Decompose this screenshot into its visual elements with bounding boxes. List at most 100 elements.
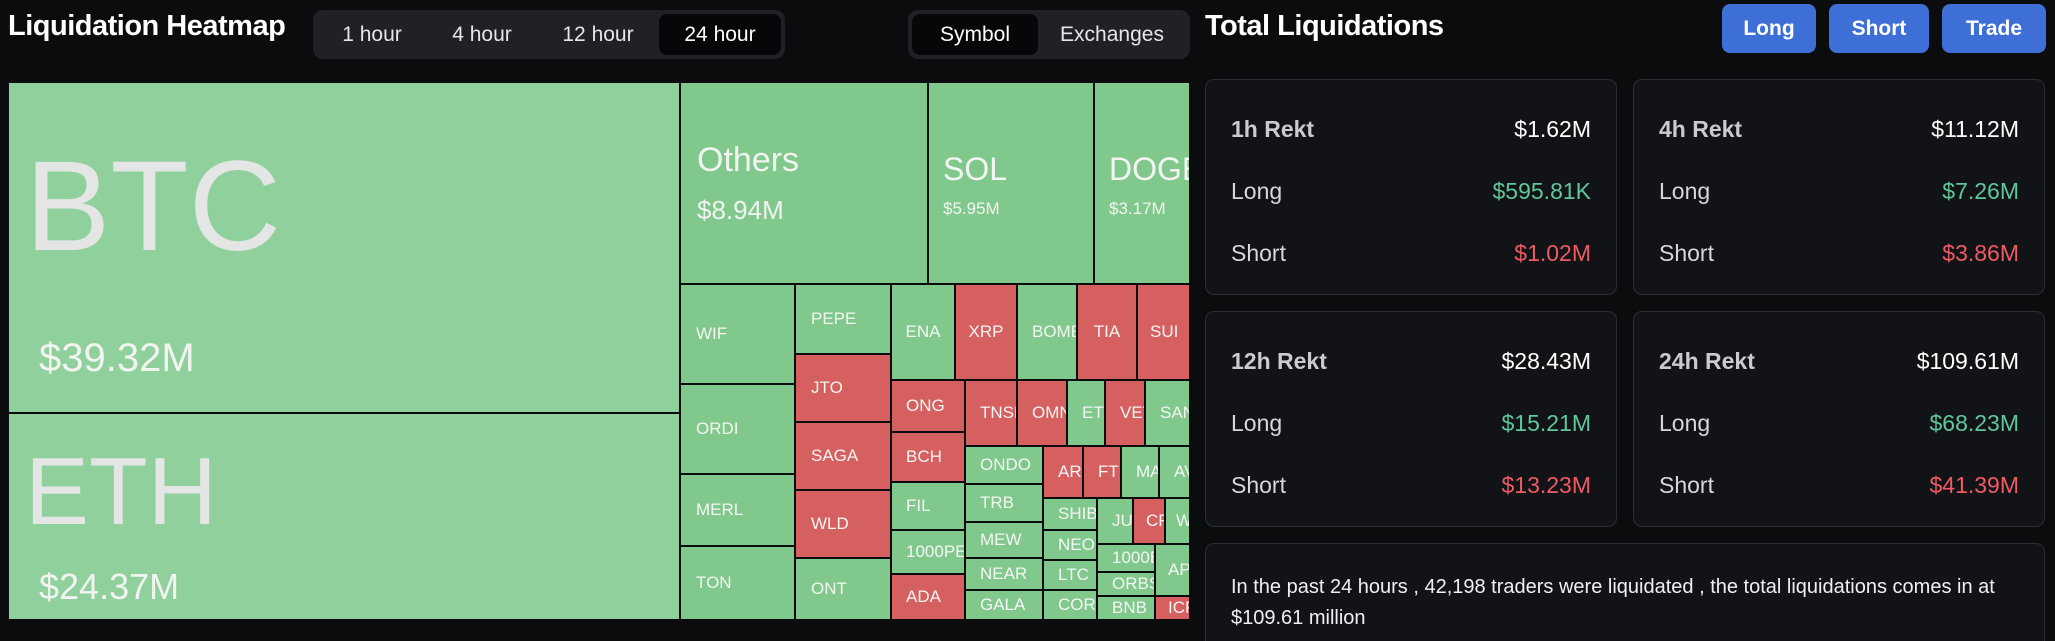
tile-etc[interactable]: ETC — [1068, 381, 1104, 445]
tile-ena[interactable]: ENA — [892, 285, 954, 379]
tile-arb[interactable]: ARB — [1044, 447, 1082, 497]
tile-doge[interactable]: DOGE $3.17M — [1095, 83, 1189, 283]
tile-shib[interactable]: SHIB — [1044, 499, 1096, 529]
long-label: Long — [1231, 410, 1283, 436]
long-value: $15.21M — [1501, 410, 1591, 436]
tile-btc[interactable]: BTC $39.32M — [9, 83, 679, 412]
tile-symbol: SOL — [943, 151, 1008, 187]
tile-bome[interactable]: BOME — [1018, 285, 1076, 379]
card-label: 4h Rekt — [1659, 116, 1743, 142]
tile-ordi[interactable]: ORDI — [681, 385, 794, 473]
tab-exchanges[interactable]: Exchanges — [1060, 23, 1164, 46]
liquidation-summary: In the past 24 hours , 42,198 traders we… — [1205, 543, 2045, 641]
short-label: Short — [1231, 472, 1286, 498]
heatmap-title: Liquidation Heatmap — [8, 10, 286, 42]
tile-tia[interactable]: TIA — [1078, 285, 1136, 379]
tile-icp[interactable]: ICP — [1156, 597, 1189, 619]
tile-orbs[interactable]: ORBS — [1098, 573, 1154, 595]
tile-omni[interactable]: OMNI — [1018, 381, 1066, 445]
long-value: $68.23M — [1929, 410, 2019, 436]
long-label: Long — [1231, 178, 1283, 204]
tile-avax[interactable]: AVAX — [1160, 447, 1189, 497]
tile-tnsr[interactable]: TNSR — [966, 381, 1016, 445]
tile-eth[interactable]: ETH $24.37M — [9, 414, 679, 619]
rekt-card-24h: 24h Rekt $109.61M Long $68.23M Short $41.39… — [1633, 311, 2045, 527]
short-button[interactable]: Short — [1829, 4, 1929, 53]
tile-sand[interactable]: SAND — [1146, 381, 1189, 445]
tile-symbol: BTC — [25, 135, 281, 278]
tile-symbol: Others — [697, 141, 800, 179]
tile-core[interactable]: CORE — [1044, 591, 1096, 619]
rekt-card-1h: 1h Rekt $1.62M Long $595.81K Short $1.02M — [1205, 79, 1617, 295]
card-total: $28.43M — [1501, 348, 1591, 374]
tile-apt[interactable]: APT — [1156, 545, 1189, 595]
tab-4-hour[interactable]: 4 hour — [452, 23, 512, 46]
tile-value: $8.94M — [697, 195, 784, 225]
tile-ftm[interactable]: FTM — [1084, 447, 1120, 497]
view-mode-selector: Symbol Exchanges — [908, 10, 1190, 59]
tile-ondo[interactable]: ONDO — [966, 447, 1042, 483]
rekt-card-12h: 12h Rekt $28.43M Long $15.21M Short $13.23M — [1205, 311, 1617, 527]
tile-crv[interactable]: CRV — [1134, 499, 1164, 543]
tile-others[interactable]: Others $8.94M — [681, 83, 927, 283]
tile-ada[interactable]: ADA — [892, 575, 964, 619]
tile-mew[interactable]: MEW — [966, 523, 1042, 557]
rekt-card-4h: 4h Rekt $11.12M Long $7.26M Short $3.86M — [1633, 79, 2045, 295]
tile-value: $24.37M — [39, 566, 180, 607]
card-label: 12h Rekt — [1231, 348, 1327, 374]
long-label: Long — [1659, 410, 1711, 436]
tile-sui[interactable]: SUI — [1138, 285, 1189, 379]
total-liquidations-title: Total Liquidations — [1205, 10, 1444, 42]
short-value: $1.02M — [1514, 240, 1591, 266]
tile-value: $3.17M — [1109, 199, 1166, 218]
card-total: $1.62M — [1514, 116, 1591, 142]
tile-1000pepe[interactable]: 1000PEPE — [892, 531, 964, 573]
tile-bnb[interactable]: BNB — [1098, 597, 1154, 619]
tile-ltc[interactable]: LTC — [1044, 561, 1096, 589]
tile-merl[interactable]: MERL — [681, 475, 794, 545]
tile-jto[interactable]: JTO — [796, 355, 890, 421]
tile-1000bonk[interactable]: 1000BONK — [1098, 545, 1154, 571]
tile-sol[interactable]: SOL $5.95M — [929, 83, 1093, 283]
tile-near[interactable]: NEAR — [966, 559, 1042, 589]
tab-symbol[interactable]: Symbol — [912, 14, 1038, 55]
short-label: Short — [1231, 240, 1286, 266]
tile-ton[interactable]: TON — [681, 547, 794, 619]
tile-bch[interactable]: BCH — [892, 433, 964, 481]
tile-fil[interactable]: FIL — [892, 483, 964, 529]
tile-gala[interactable]: GALA — [966, 591, 1042, 619]
tile-ont[interactable]: ONT — [796, 559, 890, 619]
tile-jup[interactable]: JUP — [1098, 499, 1132, 543]
tile-symbol: ETH — [25, 438, 217, 545]
long-value: $595.81K — [1492, 178, 1591, 204]
tab-12-hour[interactable]: 12 hour — [562, 23, 634, 46]
tile-pepe[interactable]: PEPE — [796, 285, 890, 353]
tile-symbol: DOGE — [1109, 151, 1189, 187]
timeframe-selector: 1 hour 4 hour 12 hour 24 hour — [313, 10, 785, 59]
short-value: $3.86M — [1942, 240, 2019, 266]
tile-saga[interactable]: SAGA — [796, 423, 890, 489]
tile-value: $5.95M — [943, 199, 1000, 218]
tile-wld[interactable]: WLD — [796, 491, 890, 557]
tab-24-hour[interactable]: 24 hour — [659, 14, 781, 55]
short-label: Short — [1659, 240, 1714, 266]
tile-vet[interactable]: VET — [1106, 381, 1144, 445]
tile-w[interactable]: W — [1166, 499, 1189, 543]
short-label: Short — [1659, 472, 1714, 498]
tile-wif[interactable]: WIF — [681, 285, 794, 383]
tile-xrp[interactable]: XRP — [956, 285, 1016, 379]
card-label: 24h Rekt — [1659, 348, 1755, 374]
short-value: $13.23M — [1501, 472, 1591, 498]
tab-1-hour[interactable]: 1 hour — [342, 23, 402, 46]
card-total: $11.12M — [1931, 116, 2019, 142]
tile-ong[interactable]: ONG — [892, 381, 964, 431]
tile-trb[interactable]: TRB — [966, 485, 1042, 521]
card-total: $109.61M — [1916, 348, 2019, 374]
short-value: $41.39M — [1929, 472, 2019, 498]
long-button[interactable]: Long — [1722, 4, 1816, 53]
tile-value: $39.32M — [39, 336, 195, 380]
trade-button[interactable]: Trade — [1942, 4, 2046, 53]
tile-matic[interactable]: MATIC — [1122, 447, 1158, 497]
tile-neo[interactable]: NEO — [1044, 531, 1096, 559]
card-label: 1h Rekt — [1231, 116, 1315, 142]
